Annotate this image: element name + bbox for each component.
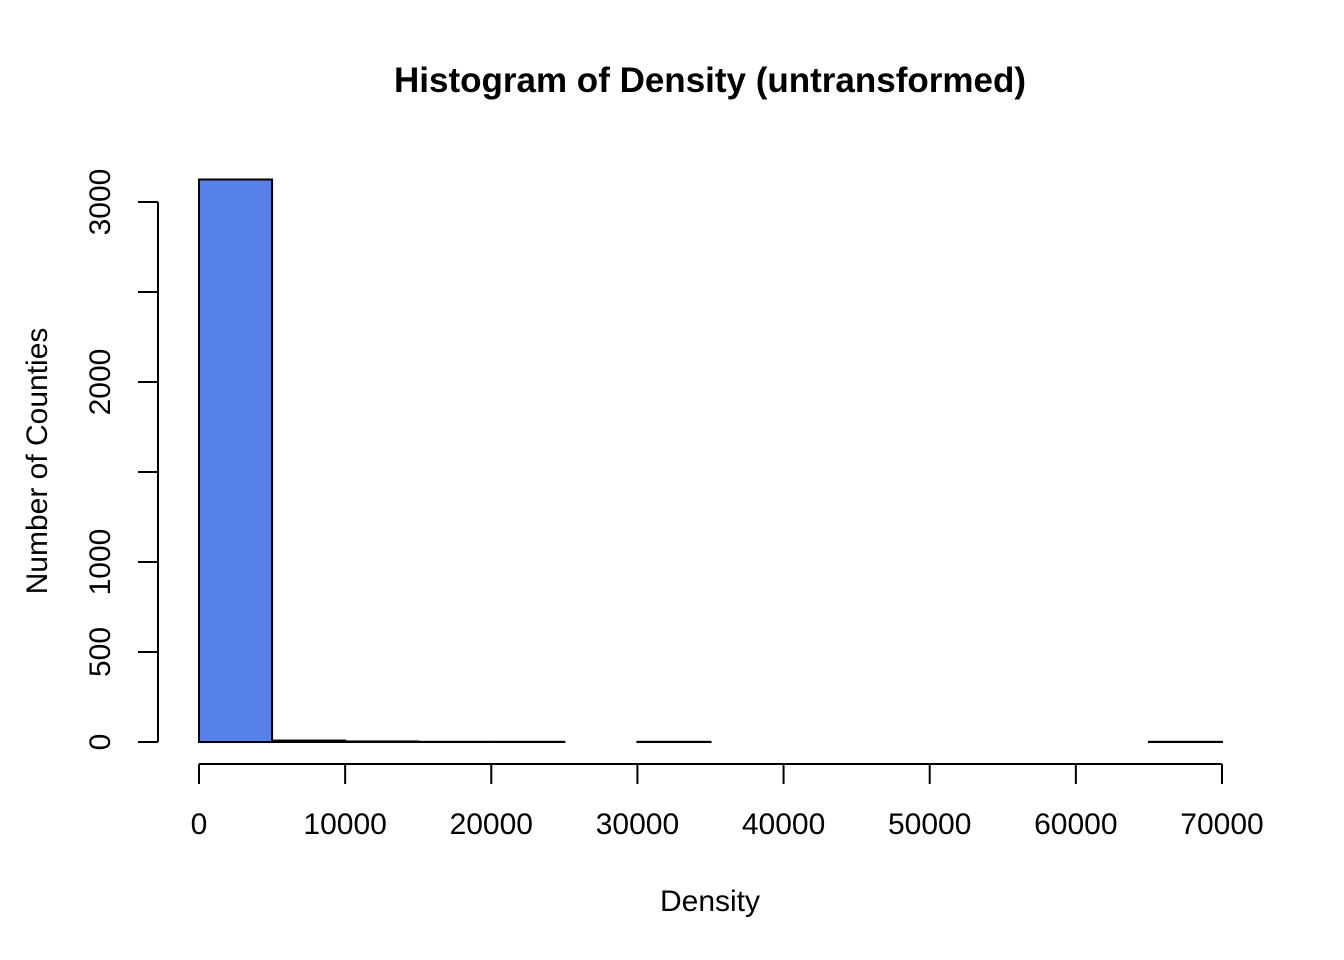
y-tick-label: 3000 <box>84 169 117 236</box>
x-axis: 0 10000 20000 30000 40000 50000 60000 70000 <box>191 763 1264 841</box>
x-tick-label: 30000 <box>596 808 679 841</box>
y-axis-label: Number of Counties <box>21 328 54 595</box>
y-tick-label: 500 <box>84 627 117 677</box>
x-tick-label: 40000 <box>742 808 825 841</box>
histogram-bar-1 <box>271 739 347 743</box>
histogram-bar-2 <box>344 740 420 744</box>
chart-title: Histogram of Density (untransformed) <box>394 61 1026 100</box>
x-tick-label: 20000 <box>450 808 533 841</box>
x-tick-label: 70000 <box>1180 808 1263 841</box>
y-axis: 0 500 1000 2000 3000 <box>84 169 159 751</box>
bars-group <box>198 178 1224 744</box>
y-tick-label: 1000 <box>84 529 117 596</box>
histogram-bar-0 <box>198 178 274 743</box>
y-tick-label: 0 <box>84 734 117 751</box>
x-tick-label: 10000 <box>303 808 386 841</box>
x-tick-label: 60000 <box>1034 808 1117 841</box>
x-tick-label: 50000 <box>888 808 971 841</box>
x-axis-label: Density <box>660 885 760 918</box>
y-tick-label: 2000 <box>84 349 117 416</box>
x-tick-label: 0 <box>191 808 208 841</box>
